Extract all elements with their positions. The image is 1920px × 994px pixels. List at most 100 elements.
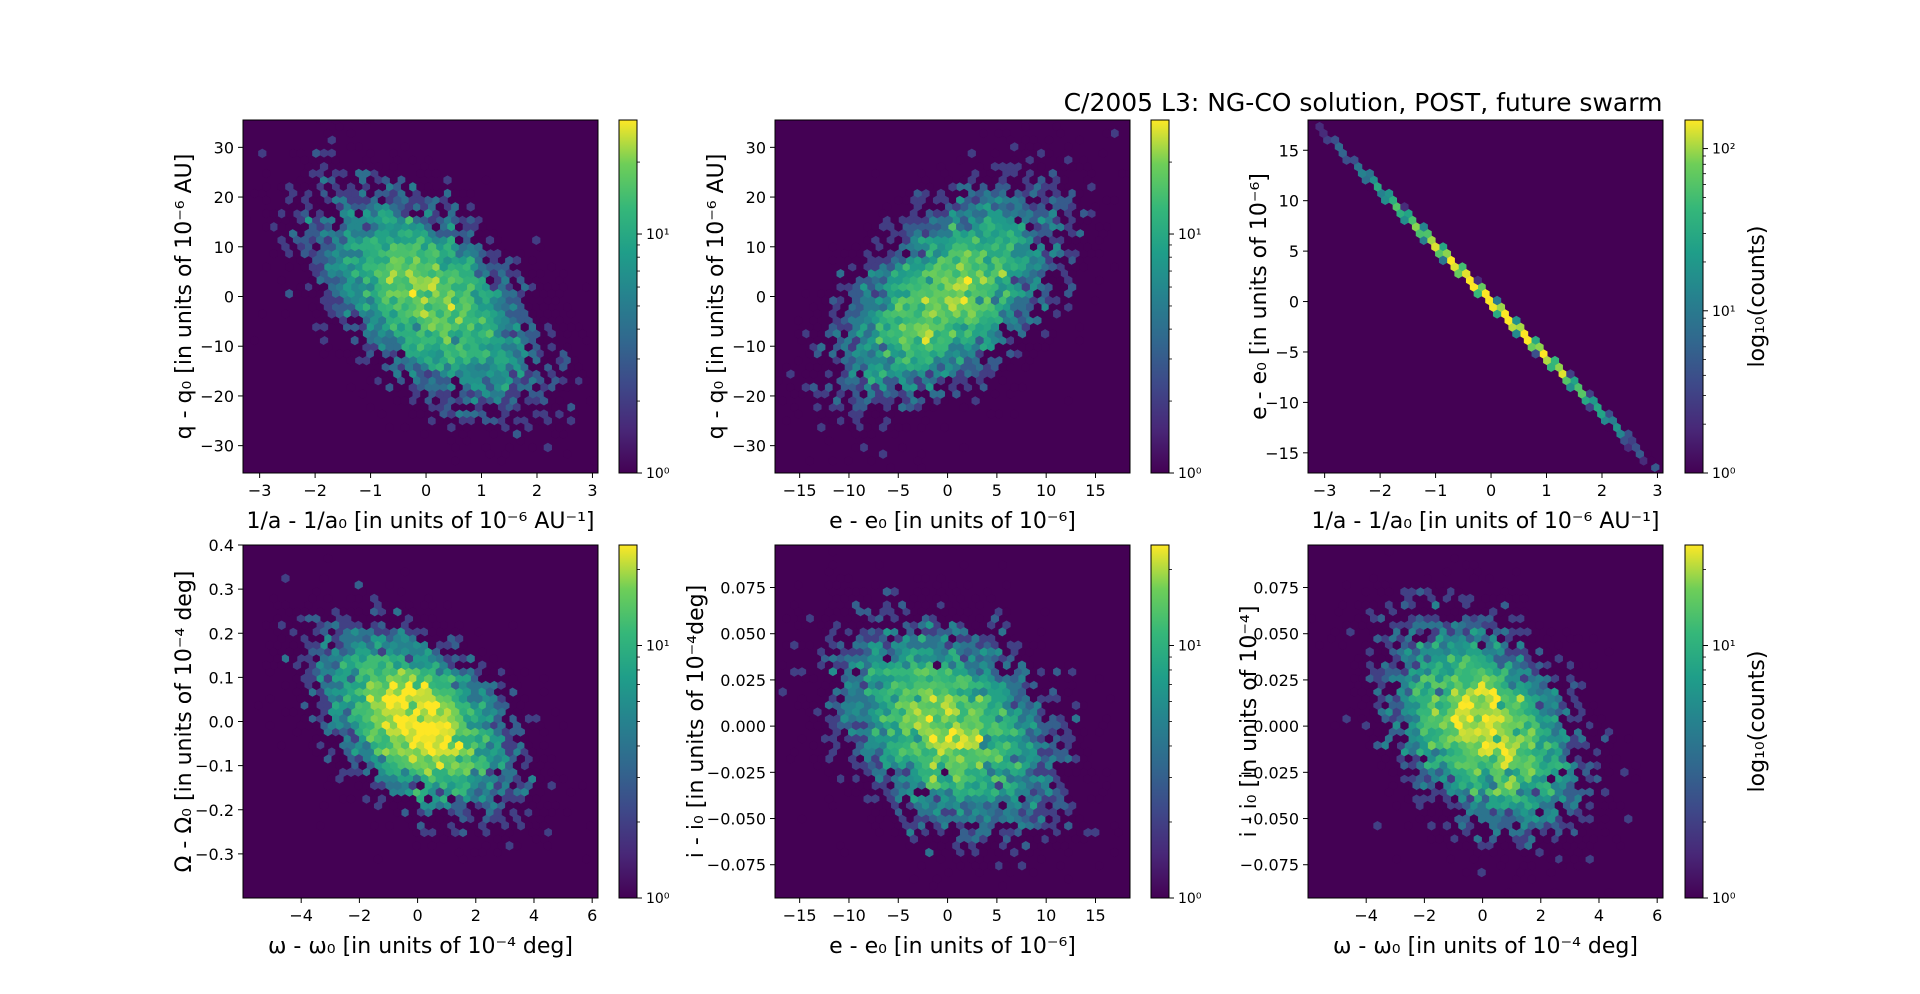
hexbin-cell <box>983 734 992 744</box>
hexbin-cell <box>1052 667 1061 677</box>
hexbin-cell <box>547 289 556 299</box>
hexbin-cell <box>929 653 938 664</box>
hexbin-cell <box>794 315 803 326</box>
hexbin-cell <box>1029 720 1038 731</box>
hexbin-cell <box>917 422 926 433</box>
hexbin-cell <box>944 693 953 704</box>
hexbin-cell <box>393 275 402 286</box>
x-tick-label: −5 <box>886 481 910 500</box>
hexbin-cell <box>296 282 305 292</box>
hexbin-cell <box>366 680 375 691</box>
hexbin-cell <box>851 667 861 677</box>
hexbin-cell <box>959 774 969 784</box>
hexbin-cell <box>932 593 942 604</box>
hexbin-cell <box>574 362 583 373</box>
hexbin-cell <box>1021 215 1030 226</box>
hexbin-cell <box>1423 228 1432 239</box>
hexbin-cell <box>936 215 946 226</box>
hexbin-cell <box>1006 707 1015 717</box>
hexbin-cell <box>524 355 533 366</box>
hexbin-cell <box>555 395 564 406</box>
colorbar-tick-label: 10² <box>1712 142 1735 158</box>
hexbin-cell <box>439 248 448 259</box>
hexbin-cell <box>1330 720 1340 731</box>
hexbin-cell <box>832 673 841 684</box>
hexbin-cell <box>1017 727 1027 737</box>
hexbin-cell <box>346 754 356 764</box>
hexbin-cell <box>1037 242 1046 252</box>
hexbin-cell <box>878 620 888 630</box>
hexbin-cell <box>1044 295 1054 306</box>
hexbin-cell <box>312 215 321 226</box>
hexbin-cell <box>474 282 483 292</box>
hexbin-cell <box>366 760 375 771</box>
hexbin-cell <box>312 242 321 252</box>
hexbin-cell <box>797 389 807 399</box>
hexbin-cell <box>443 720 452 731</box>
hexbin-cell <box>470 382 479 393</box>
hexbin-cell <box>832 342 841 352</box>
hexbin-cell <box>424 248 433 259</box>
hexbin-cell <box>381 640 390 651</box>
hexbin-cell <box>1458 714 1467 724</box>
hexbin-cell <box>863 262 872 272</box>
hexbin-cell <box>909 633 919 644</box>
hexbin-cell <box>312 322 321 332</box>
hexbin-cell <box>516 275 525 286</box>
hexbin-cell <box>886 222 895 232</box>
subplot-5: −15 −10 −5 0 5 10 15−0.075−0.050−0.0250.0000.0… <box>684 544 1202 959</box>
hexbin-cell <box>435 228 444 239</box>
hexbin-cell <box>1006 640 1015 651</box>
hexbin-cell <box>1442 767 1452 777</box>
hexbin-cell <box>809 302 818 312</box>
hexbin-cell <box>439 620 448 630</box>
hexbin-cell <box>1083 774 1092 784</box>
hexbin-cell <box>1013 814 1023 824</box>
hexbin-cell <box>508 673 518 684</box>
hexbin-cell <box>963 275 973 286</box>
hexbin-cell <box>1554 760 1563 771</box>
hexbin-cell <box>350 255 360 266</box>
hexbin-cell <box>385 740 394 751</box>
hexbin-cell <box>824 767 834 777</box>
hexbin-cell <box>454 740 464 751</box>
axes-frame <box>1307 119 1664 474</box>
hexbin-cell <box>466 268 475 279</box>
hexbin-cell <box>913 587 922 597</box>
hexbin-cell <box>373 375 383 386</box>
hexbin-cell <box>975 640 984 651</box>
hexbin-cell <box>998 335 1007 346</box>
hexbin-cell <box>851 416 861 426</box>
hexbin-cell <box>902 369 911 379</box>
hexbin-cell <box>836 720 845 731</box>
hexbin-cell <box>493 780 502 791</box>
hexbin-cell <box>1458 780 1467 791</box>
hexbin-cell <box>1415 228 1425 239</box>
hexbin-cell <box>917 182 926 192</box>
hexbin-cell <box>1071 700 1081 711</box>
hexbin-cell <box>520 349 529 359</box>
hexbin-cell <box>878 449 888 459</box>
hexbin-cell <box>1075 135 1084 145</box>
hexbin-cell <box>1357 673 1367 684</box>
hexbin-cell <box>940 714 949 724</box>
hexbin-cell <box>285 262 294 272</box>
hexbin-cell <box>1037 841 1046 851</box>
hexbin-cell <box>959 175 969 185</box>
hexbin-cell <box>963 222 973 232</box>
hexbin-cell <box>1465 660 1475 671</box>
hexbin-cell <box>393 302 402 312</box>
hexbin-cell <box>1006 362 1015 373</box>
hexbin-cell <box>859 680 868 691</box>
hexbin-cell <box>1500 600 1509 610</box>
hexbin-cell <box>393 248 402 259</box>
hexbin-cell <box>1604 887 1614 898</box>
hexbin-cell <box>466 653 475 664</box>
hexbin-cell <box>385 208 394 219</box>
hexbin-cell <box>863 794 872 804</box>
hexbin-cell <box>851 787 861 798</box>
hexbin-cell <box>1473 727 1482 737</box>
hexbin-cell <box>412 282 421 292</box>
hexbin-cell <box>921 707 930 717</box>
hexbin-cell <box>1064 754 1073 764</box>
